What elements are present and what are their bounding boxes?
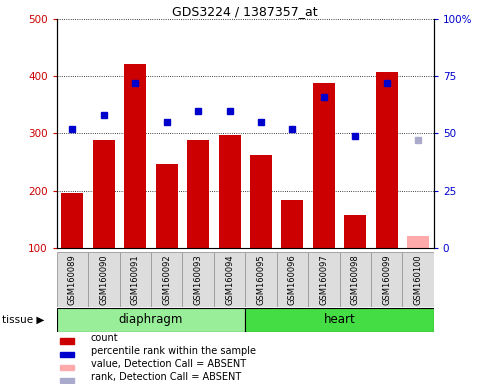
Text: GSM160099: GSM160099 bbox=[382, 254, 391, 305]
Bar bbox=[187, 140, 209, 248]
Bar bbox=[407, 236, 429, 248]
Bar bbox=[61, 365, 74, 370]
Bar bbox=[151, 252, 182, 307]
Bar bbox=[61, 378, 74, 383]
Bar bbox=[250, 155, 272, 248]
Text: GSM160100: GSM160100 bbox=[414, 254, 423, 305]
Bar bbox=[245, 308, 434, 332]
Bar bbox=[93, 140, 115, 248]
Bar bbox=[376, 72, 398, 248]
Text: rank, Detection Call = ABSENT: rank, Detection Call = ABSENT bbox=[91, 372, 241, 382]
Text: GSM160092: GSM160092 bbox=[162, 254, 171, 305]
Bar bbox=[277, 252, 308, 307]
Bar bbox=[282, 200, 303, 248]
Bar bbox=[340, 252, 371, 307]
Text: GSM160096: GSM160096 bbox=[288, 254, 297, 305]
Bar bbox=[88, 252, 119, 307]
Text: GSM160094: GSM160094 bbox=[225, 254, 234, 305]
Text: GSM160097: GSM160097 bbox=[319, 254, 328, 305]
Bar bbox=[371, 252, 402, 307]
Bar bbox=[156, 164, 177, 248]
Bar bbox=[313, 83, 335, 248]
Bar bbox=[61, 352, 74, 357]
Text: GSM160098: GSM160098 bbox=[351, 254, 360, 305]
Text: GSM160091: GSM160091 bbox=[131, 254, 140, 305]
Text: value, Detection Call = ABSENT: value, Detection Call = ABSENT bbox=[91, 359, 246, 369]
Bar bbox=[214, 252, 246, 307]
Bar bbox=[124, 64, 146, 248]
Text: GSM160093: GSM160093 bbox=[194, 254, 203, 305]
Bar bbox=[308, 252, 340, 307]
Bar bbox=[245, 252, 277, 307]
Bar bbox=[57, 252, 88, 307]
Bar bbox=[218, 135, 241, 248]
Text: heart: heart bbox=[324, 313, 355, 326]
Bar bbox=[61, 338, 74, 344]
Text: GSM160090: GSM160090 bbox=[99, 254, 108, 305]
Title: GDS3224 / 1387357_at: GDS3224 / 1387357_at bbox=[173, 5, 318, 18]
Text: percentile rank within the sample: percentile rank within the sample bbox=[91, 346, 256, 356]
Bar bbox=[62, 194, 83, 248]
Bar bbox=[344, 215, 366, 248]
Text: diaphragm: diaphragm bbox=[119, 313, 183, 326]
Text: count: count bbox=[91, 333, 118, 343]
Text: tissue ▶: tissue ▶ bbox=[2, 314, 45, 325]
Bar bbox=[402, 252, 434, 307]
Bar bbox=[182, 252, 214, 307]
Bar bbox=[57, 308, 245, 332]
Text: GSM160095: GSM160095 bbox=[256, 254, 266, 305]
Text: GSM160089: GSM160089 bbox=[68, 254, 77, 305]
Bar bbox=[119, 252, 151, 307]
